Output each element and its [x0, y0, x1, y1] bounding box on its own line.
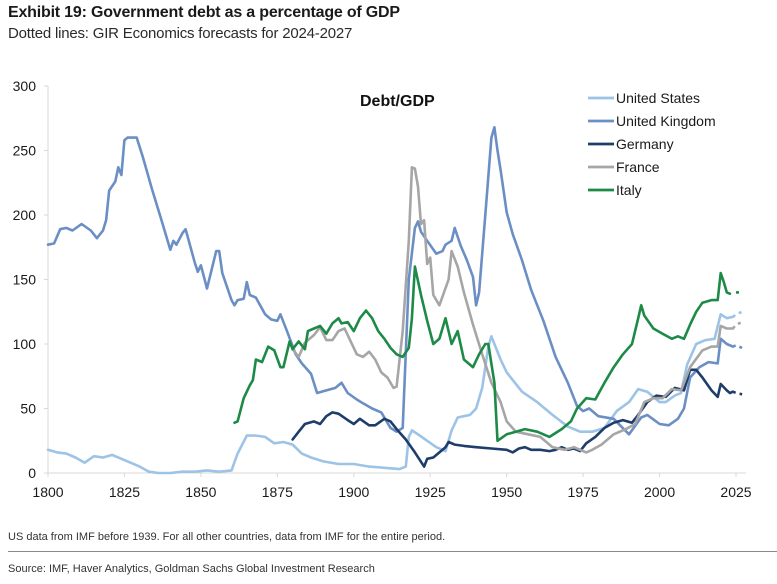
y-tick-label: 300 — [13, 78, 37, 94]
y-tick-label: 100 — [13, 336, 37, 352]
series-line-united-states — [46, 313, 735, 475]
debt-gdp-chart: 0 50 100 150 200 250 300 1800 1825 1850 1875 1900 19… — [13, 78, 752, 500]
series-line-germany — [291, 368, 735, 468]
y-tick-label: 50 — [20, 401, 36, 417]
x-tick-label: 1950 — [491, 484, 522, 500]
series-line-italy — [233, 265, 732, 443]
chart-legend: United States United Kingdom Germany France… — [588, 90, 716, 198]
legend-label: United Kingdom — [616, 113, 716, 129]
y-tick-label: 200 — [13, 207, 37, 223]
legend-label: Germany — [616, 136, 674, 152]
legend-label: Italy — [616, 182, 642, 198]
legend-item-united-kingdom: United Kingdom — [588, 113, 716, 129]
y-tick-label: 150 — [13, 272, 37, 288]
legend-item-germany: Germany — [588, 136, 674, 152]
legend-label: France — [616, 159, 660, 175]
x-tick-label: 1800 — [32, 484, 63, 500]
x-tick-label: 1925 — [415, 484, 446, 500]
legend-item-france: France — [588, 159, 660, 175]
footnote: US data from IMF before 1939. For all ot… — [8, 531, 446, 543]
x-tick-label: 1850 — [185, 484, 216, 500]
chart-axes: 0 50 100 150 200 250 300 1800 1825 1850 1875 1900 19… — [13, 78, 752, 500]
footer-divider — [8, 551, 777, 552]
x-tick-label: 1825 — [109, 484, 140, 500]
forecast-line-united-states — [732, 310, 743, 318]
series-line-france — [291, 166, 735, 454]
source-note: Source: IMF, Haver Analytics, Goldman Sa… — [8, 563, 375, 575]
chart-lines — [46, 126, 743, 475]
series-line-united-kingdom — [46, 126, 735, 436]
forecast-line-germany — [732, 390, 743, 396]
legend-item-united-states: United States — [588, 90, 700, 106]
x-tick-label: 2000 — [644, 484, 675, 500]
y-tick-label: 0 — [28, 465, 36, 481]
legend-label: United States — [616, 90, 700, 106]
x-tick-label: 1900 — [338, 484, 369, 500]
y-tick-label: 250 — [13, 143, 37, 159]
x-tick-label: 1875 — [262, 484, 293, 500]
forecast-line-united-kingdom — [732, 343, 743, 350]
x-tick-label: 2025 — [720, 484, 751, 500]
chart-inner-title: Debt/GDP — [360, 93, 435, 110]
forecast-line-france — [731, 320, 743, 330]
x-tick-label: 1975 — [568, 484, 599, 500]
exhibit-subtitle: Dotted lines: GIR Economics forecasts fo… — [8, 25, 353, 42]
legend-item-italy: Italy — [588, 182, 642, 198]
exhibit-title: Exhibit 19: Government debt as a percent… — [8, 4, 400, 21]
